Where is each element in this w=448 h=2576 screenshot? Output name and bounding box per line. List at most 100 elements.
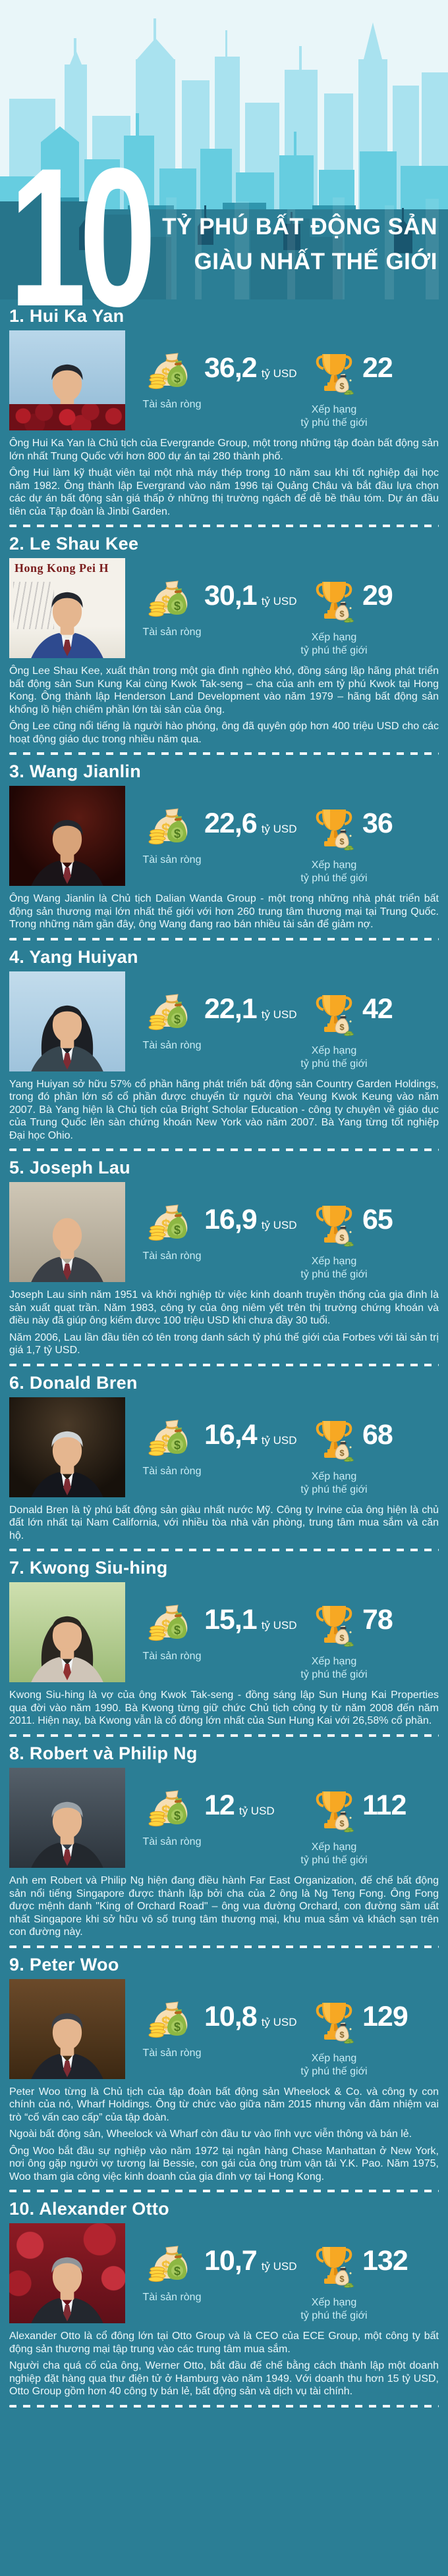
person-row: $ $ [9,1397,439,1497]
svg-text:$: $ [339,1022,345,1032]
person-section: 3. Wang Jianlin [9,761,439,940]
person-section: 6. Donald Bren [9,1373,439,1552]
money-bags-icon: $ $ [148,1418,196,1456]
description-paragraph: Anh em Robert và Philip Ng hiện đang điề… [9,1874,439,1938]
description-paragraph: Ông Lee cũng nổi tiếng là người hào phón… [9,721,439,745]
rank-label: Xếp hạng tỷ phú thế giới [278,1470,390,1497]
net-worth-unit: tỷ USD [261,823,297,836]
net-worth-stat: $ $ [143,351,314,430]
person-description: Joseph Lau sinh năm 1951 và khởi nghiệp … [9,1289,439,1357]
person-silhouette [31,592,103,659]
person-description: Peter Woo từng là Chủ tịch của tập đoàn … [9,2086,439,2184]
stats: $ $ [125,971,439,1071]
person-description: Ông Wang Jianlin là Chủ tịch Dalian Wand… [9,892,439,931]
person-description: Donald Bren là tỷ phú bất động sản giàu … [9,1504,439,1543]
money-bags-icon: $ $ [148,1789,196,1827]
rank-stat: $ 112 Xếp hạng [300,1789,406,1868]
rank-value: 129 [362,2000,408,2032]
section-divider [9,525,439,528]
person-silhouette [31,1218,103,1283]
net-worth-unit: tỷ USD [261,1219,297,1232]
rank-value: 68 [362,1418,393,1451]
person-row: $ $ [9,1767,439,1868]
net-worth-value: 22,6 [204,808,258,840]
rank-stat: $ 132 Xếp hạng [300,2244,408,2323]
rank-label-line2: tỷ phú thế giới [300,417,368,428]
rank-label-line1: Xếp hạng [311,2297,357,2309]
portrait-photo [9,330,125,430]
person-section: 8. Robert và Philip Ng [9,1743,439,1948]
rank-value: 65 [362,1204,393,1236]
description-paragraph: Ông Hui làm kỹ thuật viên tại một nhà má… [9,467,439,517]
net-worth-value: 22,1 [204,992,258,1025]
net-worth-label: Tài sản ròng [142,2047,202,2059]
rank-label-line1: Xếp hạng [311,860,357,871]
rank-value: 132 [362,2245,408,2277]
person-silhouette [31,364,103,430]
svg-text:$: $ [174,1013,181,1026]
trophy-icon: $ [314,351,354,395]
person-row: $ $ [9,2223,439,2324]
rank-label-line1: Xếp hạng [311,404,357,415]
section-divider [9,2404,439,2408]
net-worth-label: Tài sản ròng [142,2292,202,2304]
svg-text:$: $ [174,827,181,840]
rank-label: Xếp hạng tỷ phú thế giới [278,2052,390,2078]
person-section: 5. Joseph Lau [9,1158,439,1366]
person-silhouette [31,2013,103,2079]
person-description: Ông Hui Ka Yan là Chủ tịch của Evergrand… [9,437,439,518]
rank-label: Xếp hạng tỷ phú thế giới [278,1841,390,1867]
person-row: $ $ [9,330,439,430]
net-worth-label: Tài sản ròng [142,1250,202,1262]
rank-label-line2: tỷ phú thế giới [300,1269,368,1281]
person-name: 4. Yang Huiyan [9,946,138,967]
rank-label-line1: Xếp hạng [311,2052,357,2064]
portrait-photo: Hong Kong Pei H [9,558,125,659]
net-worth-value: 16,4 [204,1418,258,1451]
portrait-photo [9,786,125,887]
net-worth-stat: $ $ [143,2244,314,2323]
trophy-icon: $ [314,1789,354,1832]
person-name: 2. Le Shau Kee [9,534,139,554]
section-divider [9,1363,439,1366]
money-bags-icon: $ $ [148,992,196,1031]
person-row: $ $ [9,786,439,887]
rank-label-line2: tỷ phú thế giới [300,645,368,657]
description-paragraph: Người cha quá cố của ông, Werner Otto, b… [9,2360,439,2398]
net-worth-unit: tỷ USD [261,595,297,608]
rank-label-line1: Xếp hạng [311,1656,357,1668]
description-paragraph: Ông Woo bắt đầu sự nghiệp vào năm 1972 t… [9,2145,439,2182]
svg-text:$: $ [339,381,345,391]
rank-stat: $ 42 Xếp hạng [300,992,393,1071]
stats: $ $ [125,786,439,886]
net-worth-value: 12 [204,1789,235,1821]
net-worth-label: Tài sản ròng [142,1651,202,1662]
description-paragraph: Peter Woo từng là Chủ tịch của tập đoàn … [9,2086,439,2123]
net-worth-unit: tỷ USD [261,1433,297,1447]
rank-stat: $ 129 Xếp hạng [300,2000,408,2079]
money-bags-icon: $ $ [148,2000,196,2038]
rank-value: 29 [362,580,393,612]
person-row: Hong Kong Pei H [9,558,439,659]
description-paragraph: Ông Lee Shau Kee, xuất thân trong một gi… [9,665,439,715]
money-bags-icon: $ $ [148,579,196,617]
net-worth-label: Tài sản ròng [142,1465,202,1477]
rank-label-line2: tỷ phú thế giới [300,1483,368,1495]
net-worth-value: 10,8 [204,2000,258,2032]
rank-stat: $ 29 Xếp hạng [300,579,393,658]
billionaire-list: 1. Hui Ka Yan [0,306,448,2408]
section-divider [9,1148,439,1152]
rank-label-line2: tỷ phú thế giới [300,1854,368,1866]
rank-label-line1: Xếp hạng [311,1841,357,1853]
main-title-line2: GIÀU NHẤT THẾ GIỚI [194,249,437,275]
net-worth-unit: tỷ USD [238,1804,275,1817]
person-silhouette [31,1431,103,1497]
stats: $ $ [125,1582,439,1682]
svg-text:$: $ [174,600,181,613]
rank-value: 112 [362,1789,406,1821]
trophy-icon: $ [314,1418,354,1462]
person-row: $ $ [9,1182,439,1283]
main-title-line1: TỶ PHÚ BẤT ĐỘNG SẢN [162,214,437,240]
rank-label: Xếp hạng tỷ phú thế giới [278,403,390,430]
svg-text:$: $ [174,372,181,385]
